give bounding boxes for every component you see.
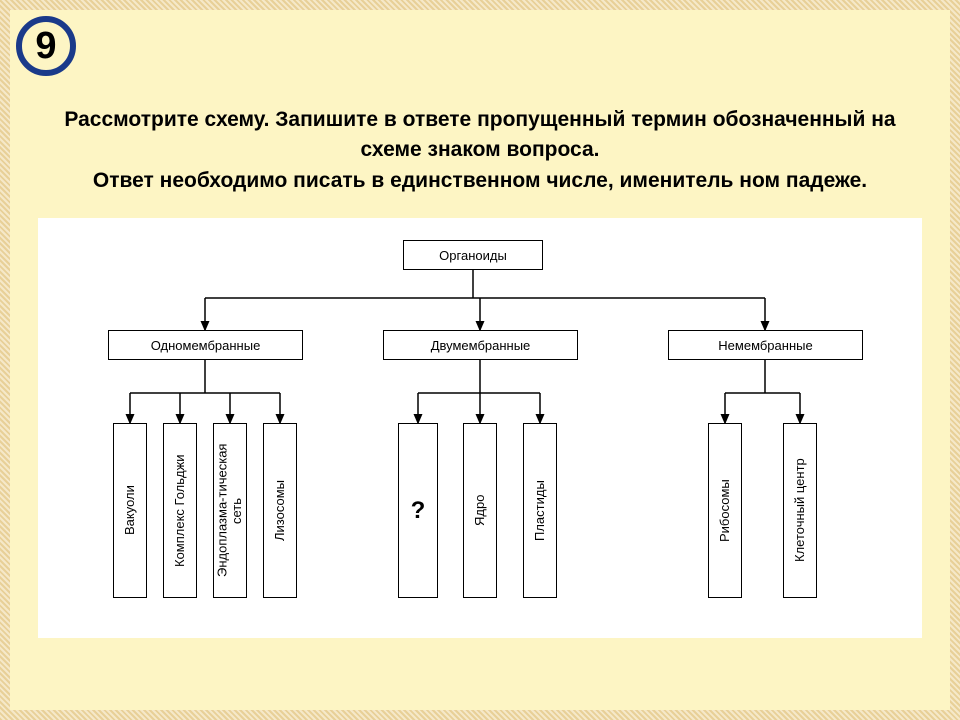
question-number-badge: 9 xyxy=(16,16,76,76)
instruction-block: Рассмотрите схему. Запишите в ответе про… xyxy=(10,10,950,206)
leaf-a4: Лизосомы xyxy=(263,423,297,598)
leaf-b2: Ядро xyxy=(463,423,497,598)
leaf-a1: Вакуоли xyxy=(113,423,147,598)
instruction-line2: Ответ необходимо писать в единственном ч… xyxy=(60,166,900,196)
node-level2-a: Одномембранные xyxy=(108,330,303,360)
diagram-area: Органоиды Одномембранные Двумембранные Н… xyxy=(38,218,922,638)
instruction-line1: Рассмотрите схему. Запишите в ответе про… xyxy=(60,105,900,166)
node-root: Органоиды xyxy=(403,240,543,270)
leaf-b3: Пластиды xyxy=(523,423,557,598)
leaf-c2: Клеточный центр xyxy=(783,423,817,598)
leaf-b1-question: ? xyxy=(398,423,438,598)
node-level2-b: Двумембранные xyxy=(383,330,578,360)
question-number: 9 xyxy=(35,25,56,68)
leaf-a3: Эндоплазма-тическая сеть xyxy=(213,423,247,598)
leaf-c1: Рибосомы xyxy=(708,423,742,598)
leaf-a2: Комплекс Гольджи xyxy=(163,423,197,598)
node-level2-c: Немембранные xyxy=(668,330,863,360)
